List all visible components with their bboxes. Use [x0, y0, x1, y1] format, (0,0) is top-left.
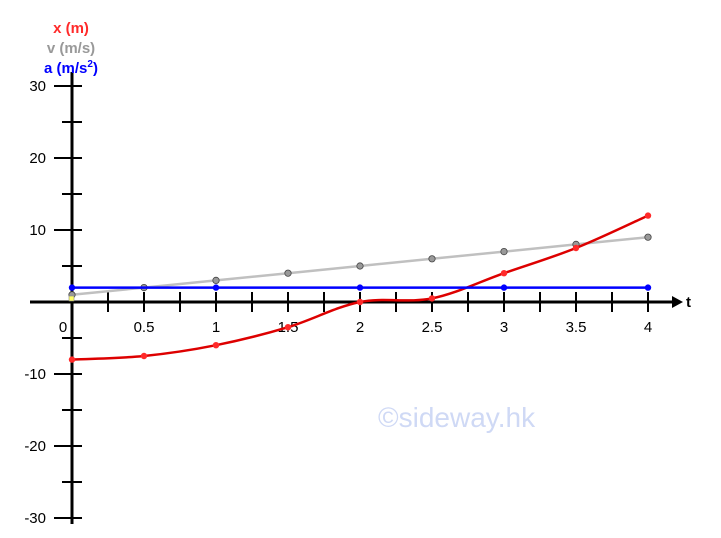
data-point [212, 276, 220, 284]
data-point [284, 324, 292, 331]
data-point [68, 356, 76, 363]
data-point [428, 255, 436, 263]
data-point [500, 270, 508, 277]
legend-item-a: a (m/s2) [44, 59, 98, 77]
data-point [644, 284, 652, 291]
legend-item-a-base: a (m/s [44, 60, 87, 77]
origin-marker [68, 295, 75, 302]
watermark: ©sideway.hk [378, 402, 536, 433]
data-point [356, 284, 364, 291]
x-tick-label: 3 [500, 319, 508, 336]
x-tick-label: 4 [644, 319, 652, 336]
data-point [212, 342, 220, 349]
y-tick-label: -10 [24, 366, 46, 383]
data-point [356, 298, 364, 306]
data-point [68, 284, 76, 291]
data-point [356, 262, 364, 270]
legend-item-a-close: ) [93, 60, 98, 77]
data-point [212, 284, 220, 291]
data-point [284, 269, 292, 277]
data-point [572, 244, 580, 252]
data-point [428, 295, 436, 302]
x-tick-label: 2.5 [422, 319, 443, 336]
x-tick-label: 0.5 [134, 319, 155, 336]
series-x [68, 212, 652, 363]
x-tick-label: 0 [59, 319, 67, 336]
y-tick-label: 10 [29, 222, 46, 239]
x-tick-label: 2 [356, 319, 364, 336]
x-tick-label: 3.5 [566, 319, 587, 336]
data-point [500, 284, 508, 291]
x-tick-label: 1 [212, 319, 220, 336]
legend-item-a-sup: 2 [87, 59, 93, 70]
data-point [140, 352, 148, 360]
data-point [644, 233, 652, 241]
y-tick-label: 30 [29, 78, 46, 95]
y-tick-label: -20 [24, 438, 46, 455]
data-point [500, 248, 508, 256]
legend: x (m) v (m/s) a (m/s2) [44, 20, 98, 77]
data-point [644, 212, 652, 219]
x-axis-title: t [686, 294, 691, 311]
y-tick-label: 20 [29, 150, 46, 167]
legend-item-x: x (m) [53, 20, 89, 37]
y-tick-label: -30 [24, 510, 46, 527]
legend-item-v: v (m/s) [47, 40, 95, 57]
series-layer [68, 212, 652, 363]
series-a [68, 284, 652, 291]
x-axis-arrow [672, 296, 683, 308]
